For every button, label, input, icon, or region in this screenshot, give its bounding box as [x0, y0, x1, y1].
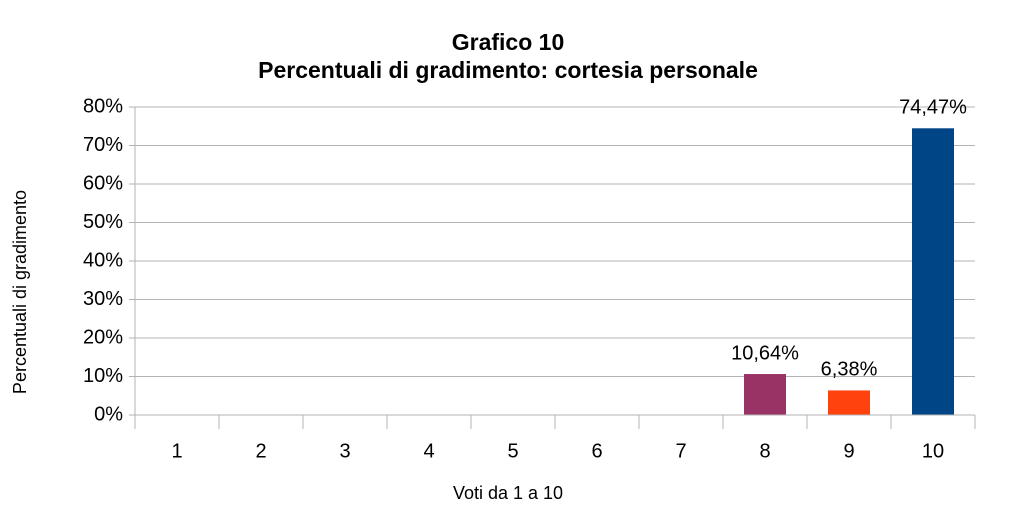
x-tick-label: 5	[507, 440, 518, 462]
chart-subtitle: Percentuali di gradimento: cortesia pers…	[258, 57, 758, 83]
y-tick-label: 40%	[83, 249, 123, 271]
x-tick-label: 2	[255, 440, 266, 462]
data-label: 6,38%	[821, 359, 878, 381]
bar	[912, 128, 954, 415]
bar	[828, 390, 870, 415]
y-tick-label: 80%	[83, 95, 123, 117]
y-tick-label: 0%	[94, 403, 123, 425]
bar	[744, 374, 786, 415]
y-axis-label: Percentuali di gradimento	[10, 190, 30, 394]
y-tick-label: 30%	[83, 288, 123, 310]
x-tick-label: 8	[759, 440, 770, 462]
y-tick-label: 50%	[83, 211, 123, 233]
x-axis-label: Voti da 1 a 10	[453, 483, 563, 503]
x-tick-label: 1	[171, 440, 182, 462]
data-label: 10,64%	[731, 342, 799, 364]
x-tick-label: 4	[423, 440, 434, 462]
x-tick-label: 9	[843, 440, 854, 462]
x-tick-label: 7	[675, 440, 686, 462]
x-tick-label: 3	[339, 440, 350, 462]
y-tick-label: 60%	[83, 172, 123, 194]
y-tick-label: 20%	[83, 326, 123, 348]
x-tick-label: 6	[591, 440, 602, 462]
chart-title: Grafico 10	[452, 29, 565, 55]
y-tick-label: 10%	[83, 365, 123, 387]
x-tick-label: 10	[922, 440, 944, 462]
y-tick-label: 70%	[83, 134, 123, 156]
data-label: 74,47%	[899, 97, 967, 119]
